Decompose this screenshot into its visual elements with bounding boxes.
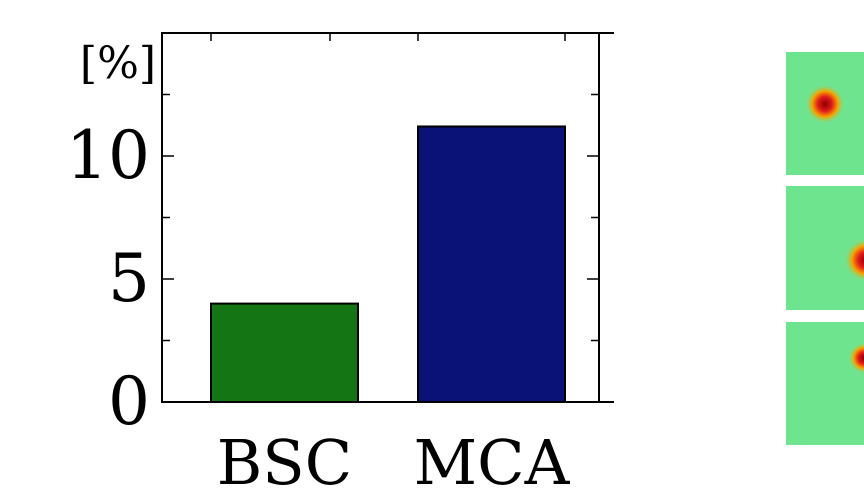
bar-bsc <box>210 302 359 404</box>
thumbnail-1-blob <box>805 84 845 124</box>
thumbnail-2-blob <box>844 238 864 282</box>
bar-group <box>210 125 566 404</box>
y-tick-label-10: 10 <box>66 117 150 194</box>
bar-mca <box>417 125 566 403</box>
y-axis: 0 5 10 <box>66 32 599 440</box>
thumbnail-2 <box>786 186 864 310</box>
y-tick-label-5: 5 <box>108 240 150 317</box>
thumbnail-3-blob <box>848 342 864 374</box>
thumbnail-3 <box>786 322 864 445</box>
x-tick-label-mca: MCA <box>414 426 571 497</box>
thumbnail-panels <box>786 52 864 445</box>
y-tick-label-0: 0 <box>108 363 150 440</box>
thumbnail-1 <box>786 52 864 175</box>
x-tick-label-bsc: BSC <box>217 426 352 497</box>
x-axis: BSC MCA <box>210 33 571 499</box>
y-axis-label: [%] <box>80 38 156 89</box>
